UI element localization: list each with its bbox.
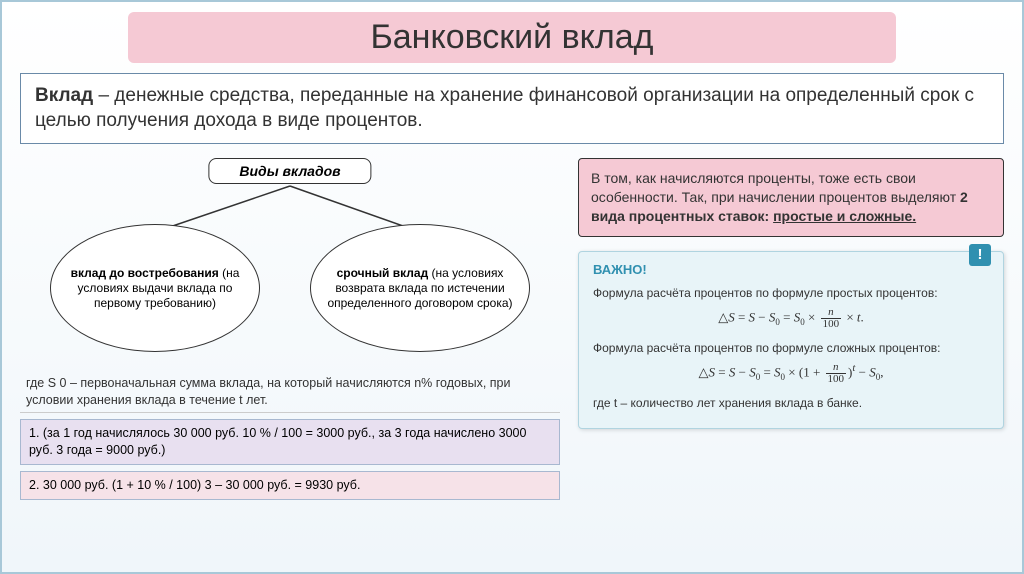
compound-interest-label: Формула расчёта процентов по формуле сло… <box>593 340 989 356</box>
oval-left-bold: вклад до востребования <box>71 266 219 280</box>
content-row: Виды вкладов вклад до востребования (на … <box>20 158 1004 499</box>
interest-types-box: В том, как начисляются проценты, тоже ес… <box>578 158 1004 237</box>
variable-note: где S 0 – первоначальная сумма вклада, н… <box>20 372 560 413</box>
oval-right-bold: срочный вклад <box>337 266 429 280</box>
formula-footer: где t – количество лет хранения вклада в… <box>593 395 989 411</box>
connector-lines <box>20 184 560 234</box>
page-title: Банковский вклад <box>158 18 866 57</box>
simple-interest-label: Формула расчёта процентов по формуле про… <box>593 285 989 301</box>
diagram-heading: Виды вкладов <box>208 158 371 184</box>
exclamation-icon: ! <box>969 244 991 266</box>
oval-demand-deposit: вклад до востребования (на условиях выда… <box>50 224 260 352</box>
definition-box: Вклад – денежные средства, переданные на… <box>20 73 1004 144</box>
left-column: Виды вкладов вклад до востребования (на … <box>20 158 560 499</box>
oval-term-deposit: срочный вклад (на условиях возврата вкла… <box>310 224 530 352</box>
compound-interest-formula: △S = S − S0 = S0 × (1 + n100)t − S0, <box>593 362 989 385</box>
formula-card: ! ВАЖНО! Формула расчёта процентов по фо… <box>578 251 1004 429</box>
types-diagram: Виды вкладов вклад до востребования (на … <box>20 158 560 368</box>
calc-example-1: 1. (за 1 год начислялось 30 000 руб. 10 … <box>20 419 560 465</box>
pink-lead: В том, как начисляются проценты, тоже ес… <box>591 170 960 205</box>
definition-term: Вклад <box>35 85 93 106</box>
calc-example-2: 2. 30 000 руб. (1 + 10 % / 100) 3 – 30 0… <box>20 471 560 500</box>
pink-underline: простые и сложные. <box>773 208 916 224</box>
definition-text: – денежные средства, переданные на хране… <box>35 85 974 131</box>
important-label: ВАЖНО! <box>593 262 989 277</box>
title-bar: Банковский вклад <box>128 12 896 63</box>
simple-interest-formula: △S = S − S0 = S0 × n100 × t. <box>593 307 989 330</box>
right-column: В том, как начисляются проценты, тоже ес… <box>578 158 1004 499</box>
slide: Банковский вклад Вклад – денежные средст… <box>0 0 1024 574</box>
